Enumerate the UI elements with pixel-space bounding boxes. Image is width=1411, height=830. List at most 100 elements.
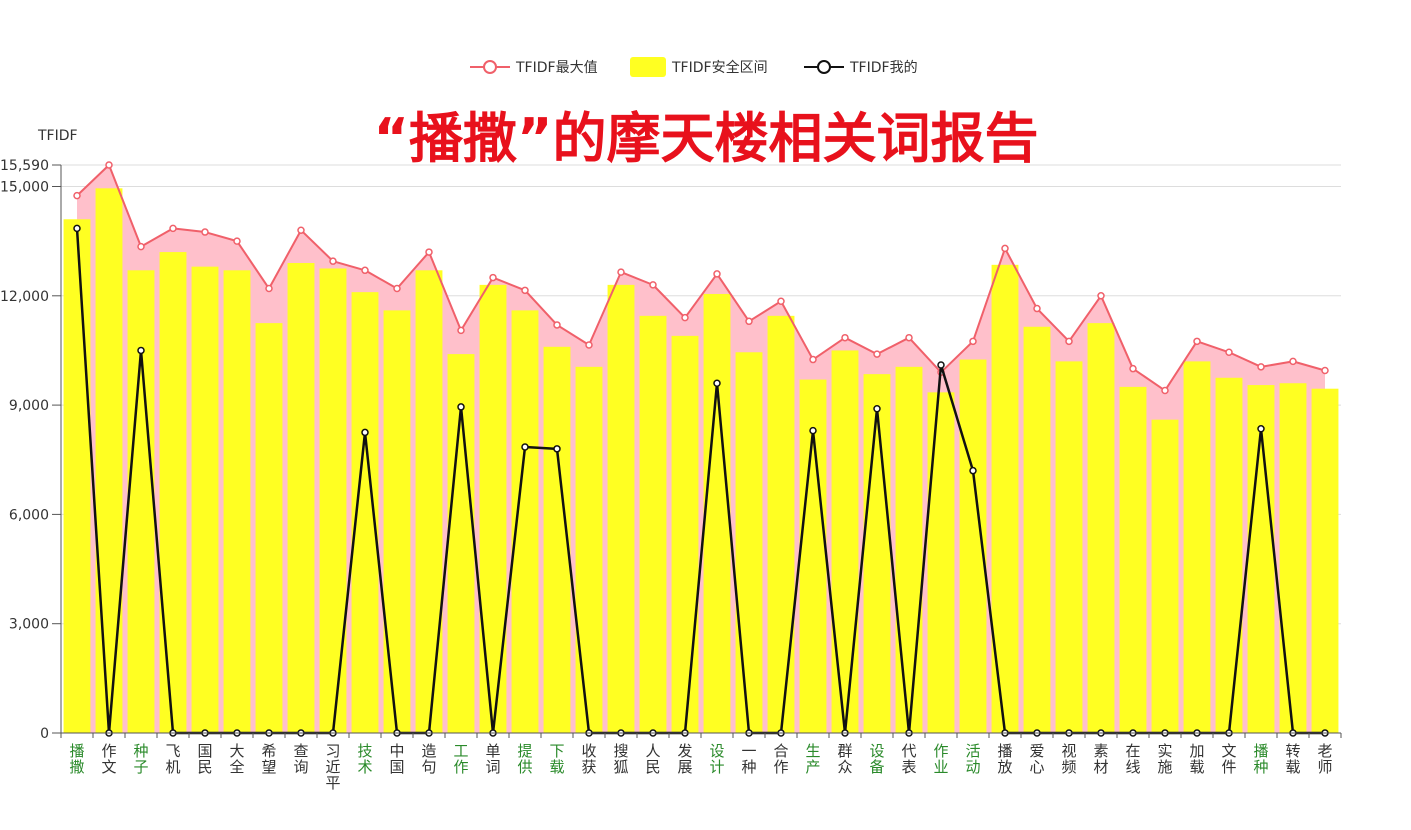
point-max-代表[interactable] [905, 333, 913, 342]
point-max-爱心[interactable] [1033, 304, 1041, 313]
bar-查询[interactable] [287, 263, 315, 733]
point-mine-设备[interactable] [873, 404, 881, 413]
bar-素材[interactable] [1087, 323, 1115, 733]
point-mine-工作[interactable] [457, 403, 465, 411]
point-max-造句[interactable] [425, 248, 433, 256]
point-max-人民[interactable] [649, 281, 657, 289]
bar-合作[interactable] [767, 315, 795, 733]
x-tick-label: 希望 [261, 742, 276, 776]
point-mine-生产[interactable] [809, 426, 817, 435]
point-max-生产[interactable] [809, 355, 817, 364]
point-mine-作业[interactable] [937, 361, 945, 369]
point-max-国民[interactable] [201, 228, 209, 236]
point-max-工作[interactable] [457, 326, 465, 335]
point-max-发展[interactable] [681, 313, 689, 322]
x-tick-label: 造句 [421, 742, 436, 776]
point-max-在线[interactable] [1129, 364, 1137, 373]
point-max-查询[interactable] [297, 226, 305, 234]
point-max-转载[interactable] [1289, 357, 1297, 366]
bar-作业[interactable] [927, 392, 955, 733]
bar-种子[interactable] [127, 270, 155, 733]
point-mine-播种[interactable] [1257, 425, 1265, 433]
point-max-素材[interactable] [1097, 292, 1105, 300]
point-max-中国[interactable] [393, 284, 401, 293]
point-max-下载[interactable] [553, 321, 561, 329]
x-tick-label: 单词 [485, 742, 500, 776]
point-max-播种[interactable] [1257, 363, 1265, 371]
x-tick-label: 设计 [709, 742, 724, 776]
x-tick-label: 生产 [805, 742, 820, 776]
point-max-活动[interactable] [969, 337, 977, 346]
legend-item-max[interactable]: TFIDF最大值 [470, 60, 598, 76]
y-tick-label: 15,590 [0, 158, 49, 174]
bar-一种[interactable] [735, 352, 763, 733]
point-mine-播撒[interactable] [73, 224, 81, 233]
point-max-飞机[interactable] [169, 224, 177, 233]
point-max-设计[interactable] [713, 270, 721, 278]
point-max-播撒[interactable] [73, 191, 81, 200]
legend[interactable]: TFIDF最大值 TFIDF安全区间 TFIDF我的 [470, 57, 918, 77]
point-max-大全[interactable] [233, 237, 241, 245]
point-max-搜狐[interactable] [617, 268, 625, 276]
bar-中国[interactable] [383, 310, 411, 733]
bar-作文[interactable] [95, 188, 123, 733]
point-max-设备[interactable] [873, 350, 881, 358]
bar-群众[interactable] [831, 350, 859, 733]
point-max-一种[interactable] [745, 317, 753, 326]
bar-飞机[interactable] [159, 252, 187, 733]
point-max-收获[interactable] [585, 341, 593, 349]
point-max-习近平[interactable] [329, 257, 337, 265]
point-max-实施[interactable] [1161, 386, 1169, 395]
point-max-加载[interactable] [1193, 337, 1201, 346]
bar-爱心[interactable] [1023, 326, 1051, 733]
point-max-种子[interactable] [137, 242, 145, 251]
point-mine-下载[interactable] [553, 445, 561, 453]
x-tick-label: 设备 [869, 742, 884, 776]
point-max-老师[interactable] [1321, 366, 1329, 375]
legend-item-mine[interactable]: TFIDF我的 [804, 60, 918, 76]
line-max [76, 164, 1326, 392]
bar-希望[interactable] [255, 323, 283, 733]
legend-item-safe[interactable]: TFIDF安全区间 [630, 57, 768, 77]
point-mine-活动[interactable] [969, 466, 977, 475]
y-tick-label: 15,000 [0, 179, 49, 195]
bar-单词[interactable] [479, 284, 507, 733]
bar-发展[interactable] [671, 335, 699, 733]
point-mine-提供[interactable] [521, 443, 529, 451]
bar-实施[interactable] [1151, 419, 1179, 733]
bar-老师[interactable] [1311, 388, 1339, 733]
point-max-单词[interactable] [489, 273, 497, 282]
point-max-文件[interactable] [1225, 348, 1233, 357]
point-max-播放[interactable] [1001, 244, 1009, 253]
point-max-合作[interactable] [777, 297, 785, 306]
bar-造句[interactable] [415, 270, 443, 733]
point-mine-技术[interactable] [361, 428, 369, 437]
bar-设备[interactable] [863, 374, 891, 733]
bar-收获[interactable] [575, 366, 603, 733]
point-max-希望[interactable] [265, 284, 273, 293]
bar-人民[interactable] [639, 315, 667, 733]
bar-搜狐[interactable] [607, 284, 635, 733]
bar-播撒[interactable] [63, 219, 91, 734]
bar-大全[interactable] [223, 270, 251, 733]
bar-下载[interactable] [543, 346, 571, 733]
y-tick-label: 0 [40, 726, 49, 742]
bar-设计[interactable] [703, 293, 731, 733]
bar-播种[interactable] [1247, 385, 1275, 733]
bar-国民[interactable] [191, 266, 219, 733]
bar-转载[interactable] [1279, 383, 1307, 733]
point-max-提供[interactable] [521, 286, 529, 295]
bar-在线[interactable] [1119, 386, 1147, 733]
point-max-群众[interactable] [841, 333, 849, 342]
point-mine-设计[interactable] [713, 379, 721, 387]
point-max-视频[interactable] [1065, 337, 1073, 346]
bar-代表[interactable] [895, 366, 923, 733]
bar-视频[interactable] [1055, 361, 1083, 733]
bar-习近平[interactable] [319, 268, 347, 733]
point-mine-种子[interactable] [137, 346, 145, 355]
point-max-作文[interactable] [105, 161, 113, 169]
bar-加载[interactable] [1183, 361, 1211, 733]
bar-文件[interactable] [1215, 377, 1243, 733]
point-max-技术[interactable] [361, 266, 369, 275]
